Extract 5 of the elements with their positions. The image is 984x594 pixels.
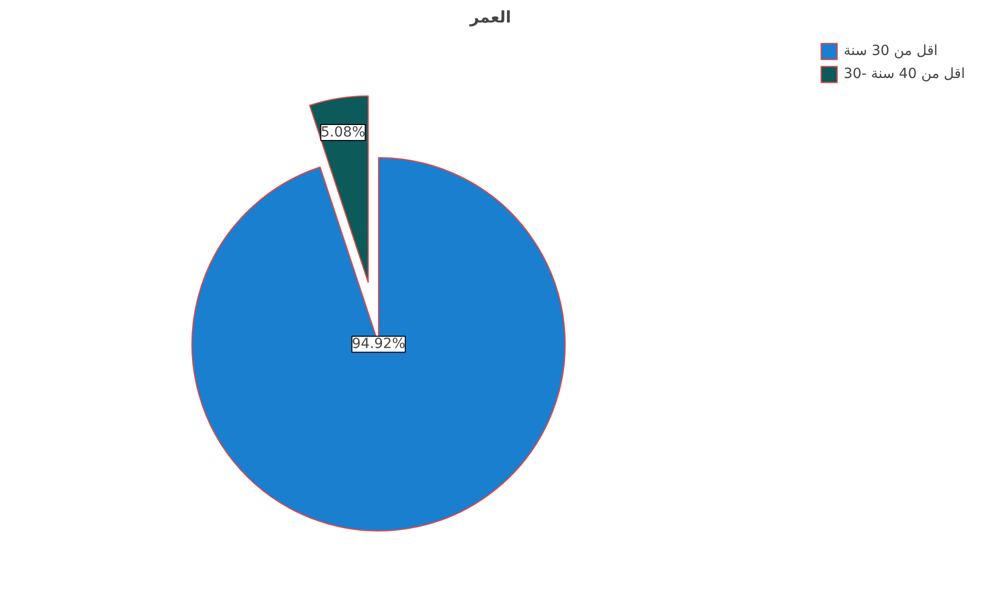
legend-label: اقل من 30 سنة xyxy=(844,43,938,59)
data-label: 94.92% xyxy=(352,336,406,352)
legend-label: 30- اقل من 40 سنة xyxy=(844,66,965,82)
chart-title: العمر xyxy=(468,8,512,26)
data-label: 5.08% xyxy=(320,124,366,141)
